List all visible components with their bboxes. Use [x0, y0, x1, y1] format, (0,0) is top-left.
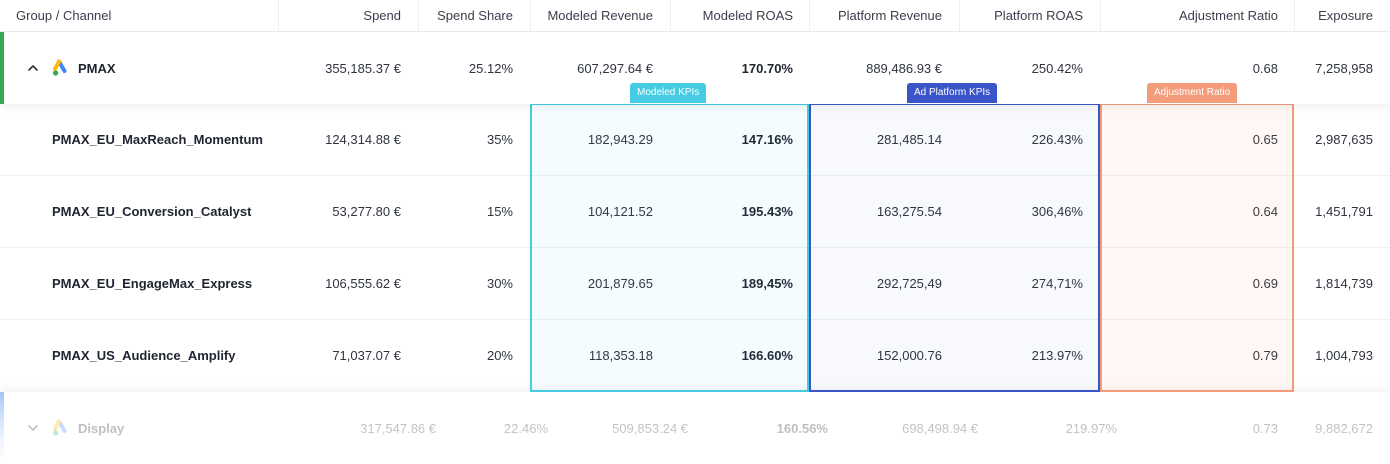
adjustment-ratio-badge: Adjustment Ratio — [1147, 83, 1238, 103]
table-row[interactable]: PMAX_US_Audience_Amplify 71,037.07 € 20%… — [0, 320, 1390, 392]
channel-exposure: 2,987,635 — [1315, 132, 1373, 147]
channel-exposure: 1,004,793 — [1315, 348, 1373, 363]
channel-modeled-roas: 147.16% — [741, 132, 793, 147]
column-header-spend[interactable]: Spend — [363, 8, 401, 23]
channel-spend: 71,037.07 € — [332, 348, 401, 363]
group-color-bar — [0, 392, 4, 464]
channel-spend-share: 15% — [486, 204, 513, 219]
channel-name: PMAX_EU_MaxReach_Momentum — [52, 132, 263, 147]
table-row[interactable]: PMAX_EU_MaxReach_Momentum 124,314.88 € 3… — [0, 104, 1390, 176]
group-exposure: 7,258,958 — [1315, 61, 1373, 76]
google-ads-icon — [53, 59, 67, 76]
channel-platform-revenue: 163,275.54 — [876, 204, 942, 219]
channel-name: PMAX_EU_Conversion_Catalyst — [52, 204, 252, 219]
channel-adjustment-ratio: 0.79 — [1252, 348, 1278, 363]
group-name: PMAX — [78, 61, 116, 76]
group-adjustment-ratio: 0.73 — [1252, 421, 1278, 436]
channel-platform-roas: 274,71% — [1031, 276, 1083, 291]
channel-platform-revenue: 152,000.76 — [876, 348, 942, 363]
group-spend: 355,185.37 € — [325, 61, 401, 76]
channel-modeled-roas: 189,45% — [741, 276, 793, 291]
channel-adjustment-ratio: 0.64 — [1252, 204, 1278, 219]
channel-spend-share: 30% — [486, 276, 513, 291]
group-modeled-revenue: 607,297.64 € — [577, 61, 653, 76]
group-spend: 317,547.86 € — [360, 421, 436, 436]
table-header: Group / Channel Spend Spend Share Modele… — [0, 0, 1390, 32]
column-header-modeled-roas[interactable]: Modeled ROAS — [702, 8, 793, 23]
modeled-kpis-badge: Modeled KPIs — [630, 83, 707, 103]
channel-modeled-roas: 166.60% — [741, 348, 793, 363]
group-name: Display — [78, 421, 125, 436]
channel-modeled-revenue: 118,353.18 — [588, 348, 653, 363]
channel-modeled-roas: 195.43% — [741, 204, 793, 219]
group-adjustment-ratio: 0.68 — [1252, 61, 1278, 76]
channel-spend: 106,555.62 € — [325, 276, 401, 291]
channel-platform-revenue: 281,485.14 — [876, 132, 942, 147]
column-header-adjustment-ratio[interactable]: Adjustment Ratio — [1179, 8, 1278, 23]
group-spend-share: 25.12% — [468, 61, 513, 76]
column-header-group-channel[interactable]: Group / Channel — [16, 8, 112, 23]
channel-name: PMAX_EU_EngageMax_Express — [52, 276, 253, 291]
group-platform-revenue: 698,498.94 € — [902, 421, 978, 436]
column-header-platform-revenue[interactable]: Platform Revenue — [837, 8, 942, 23]
channel-spend: 124,314.88 € — [325, 132, 401, 147]
channel-platform-revenue: 292,725,49 — [876, 276, 942, 291]
channel-exposure: 1,814,739 — [1315, 276, 1373, 291]
column-header-spend-share[interactable]: Spend Share — [437, 8, 513, 23]
chevron-up-icon[interactable] — [26, 61, 40, 75]
group-modeled-roas: 170.70% — [741, 61, 793, 76]
channel-adjustment-ratio: 0.69 — [1252, 276, 1278, 291]
google-ads-icon — [53, 419, 67, 436]
group-platform-revenue: 889,486.93 € — [866, 61, 942, 76]
channel-exposure: 1,451,791 — [1315, 204, 1373, 219]
group-exposure: 9,882,672 — [1315, 421, 1373, 436]
table-row[interactable]: PMAX_EU_EngageMax_Express 106,555.62 € 3… — [0, 248, 1390, 320]
channel-adjustment-ratio: 0.65 — [1252, 132, 1278, 147]
channel-modeled-revenue: 201,879.65 — [587, 276, 653, 291]
group-modeled-roas: 160.56% — [776, 421, 828, 436]
group-modeled-revenue: 509,853.24 € — [612, 421, 688, 436]
group-spend-share: 22.46% — [503, 421, 548, 436]
group-platform-roas: 250.42% — [1031, 61, 1083, 76]
channel-spend-share: 35% — [486, 132, 513, 147]
channel-platform-roas: 306,46% — [1031, 204, 1083, 219]
group-color-bar — [0, 32, 4, 104]
channel-platform-roas: 226.43% — [1031, 132, 1083, 147]
channel-name: PMAX_US_Audience_Amplify — [52, 348, 236, 363]
group-platform-roas: 219.97% — [1065, 421, 1117, 436]
column-header-exposure[interactable]: Exposure — [1318, 8, 1373, 23]
channel-spend: 53,277.80 € — [332, 204, 401, 219]
table-row[interactable]: PMAX_EU_Conversion_Catalyst 53,277.80 € … — [0, 176, 1390, 248]
channel-modeled-revenue: 182,943.29 — [587, 132, 653, 147]
channel-platform-roas: 213.97% — [1031, 348, 1083, 363]
column-header-platform-roas[interactable]: Platform ROAS — [994, 8, 1083, 23]
ad-platform-kpis-badge: Ad Platform KPIs — [907, 83, 998, 103]
column-header-modeled-revenue[interactable]: Modeled Revenue — [547, 8, 653, 23]
group-row-display[interactable]: Display 317,547.86 € 22.46% 509,853.24 €… — [0, 392, 1390, 464]
channel-spend-share: 20% — [486, 348, 513, 363]
chevron-down-icon[interactable] — [26, 421, 40, 435]
channel-modeled-revenue: 104,121.52 — [587, 204, 653, 219]
